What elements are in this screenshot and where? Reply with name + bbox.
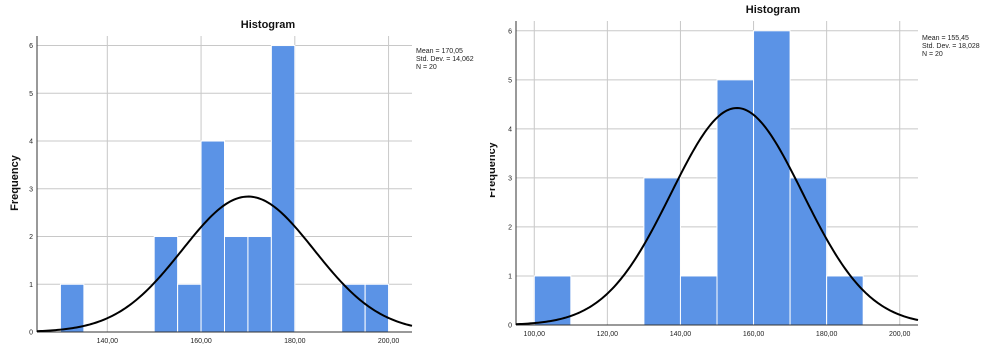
histogram-chart-right: 0 1 2 3 4 5 6 100,00 120,00 140,00 160,00 180,00 200…: [490, 0, 987, 351]
histogram-left-svg: 0 1 2 3 4 5 6 140,00 160,00 180,00 200,00 Histogra…: [9, 19, 474, 345]
histogram-bar: [679, 275, 718, 326]
y-tick-label: 6: [508, 28, 512, 35]
y-tick-label: 1: [29, 282, 33, 289]
histogram-chart-left: 0 1 2 3 4 5 6 140,00 160,00 180,00 200,00 Histogra…: [0, 0, 490, 351]
y-tick-label: 3: [508, 175, 512, 182]
histogram-bar: [270, 45, 296, 333]
y-tick-label: 2: [508, 224, 512, 231]
histogram-bar: [364, 283, 390, 333]
plot-area: 0 1 2 3 4 5 6 140,00 160,00 180,00 200,00: [29, 36, 413, 345]
y-tick-label: 0: [508, 323, 512, 330]
histogram-bar: [59, 283, 85, 333]
y-tick-label: 0: [29, 330, 33, 337]
histogram-bar: [753, 30, 791, 326]
histogram-bar: [177, 283, 202, 333]
y-axis-label: Frequency: [490, 141, 498, 198]
stats-std-dev: Std. Dev. = 14,062: [416, 56, 474, 63]
chart-title: Histogram: [746, 4, 801, 16]
y-tick-label: 5: [29, 91, 33, 98]
y-tick-label: 1: [508, 273, 512, 280]
x-tick-label: 140,00: [670, 331, 692, 338]
x-tick-label: 160,00: [743, 331, 765, 338]
x-tick-label: 120,00: [597, 331, 619, 338]
histogram-bar: [153, 236, 179, 333]
normal-curve: [515, 106, 919, 326]
y-axis-label: Frequency: [9, 154, 21, 211]
histogram-bar: [224, 236, 249, 333]
plot-area: 0 1 2 3 4 5 6 100,00 120,00 140,00 160,00 180,00 200…: [508, 21, 919, 338]
histogram-bar: [247, 236, 272, 333]
histogram-right-svg: 0 1 2 3 4 5 6 100,00 120,00 140,00 160,00 180,00 200…: [490, 4, 980, 338]
stats-n: N = 20: [922, 51, 943, 58]
stats-std-dev: Std. Dev. = 18,028: [922, 43, 980, 50]
x-tick-label: 200,00: [378, 338, 400, 345]
x-tick-label: 180,00: [284, 338, 306, 345]
y-tick-label: 4: [29, 139, 33, 146]
y-tick-label: 5: [508, 77, 512, 84]
histogram-bar: [643, 177, 681, 326]
y-tick-label: 2: [29, 234, 33, 241]
chart-title: Histogram: [241, 19, 296, 31]
x-tick-label: 100,00: [524, 331, 546, 338]
normal-curve: [36, 195, 413, 333]
stats-mean: Mean = 170,05: [416, 48, 463, 55]
y-tick-label: 4: [508, 126, 512, 133]
y-tick-label: 3: [29, 186, 33, 193]
histogram-bar: [716, 79, 755, 326]
x-tick-label: 160,00: [190, 338, 212, 345]
histogram-bar: [200, 140, 225, 333]
stats-mean: Mean = 155,45: [922, 35, 969, 42]
histogram-bar: [533, 275, 572, 326]
stats-n: N = 20: [416, 64, 437, 71]
histogram-bar: [789, 177, 828, 326]
x-tick-label: 200,00: [889, 331, 911, 338]
y-tick-label: 6: [29, 43, 33, 50]
x-tick-label: 180,00: [816, 331, 838, 338]
x-tick-label: 140,00: [97, 338, 119, 345]
histogram-bar: [341, 283, 366, 333]
